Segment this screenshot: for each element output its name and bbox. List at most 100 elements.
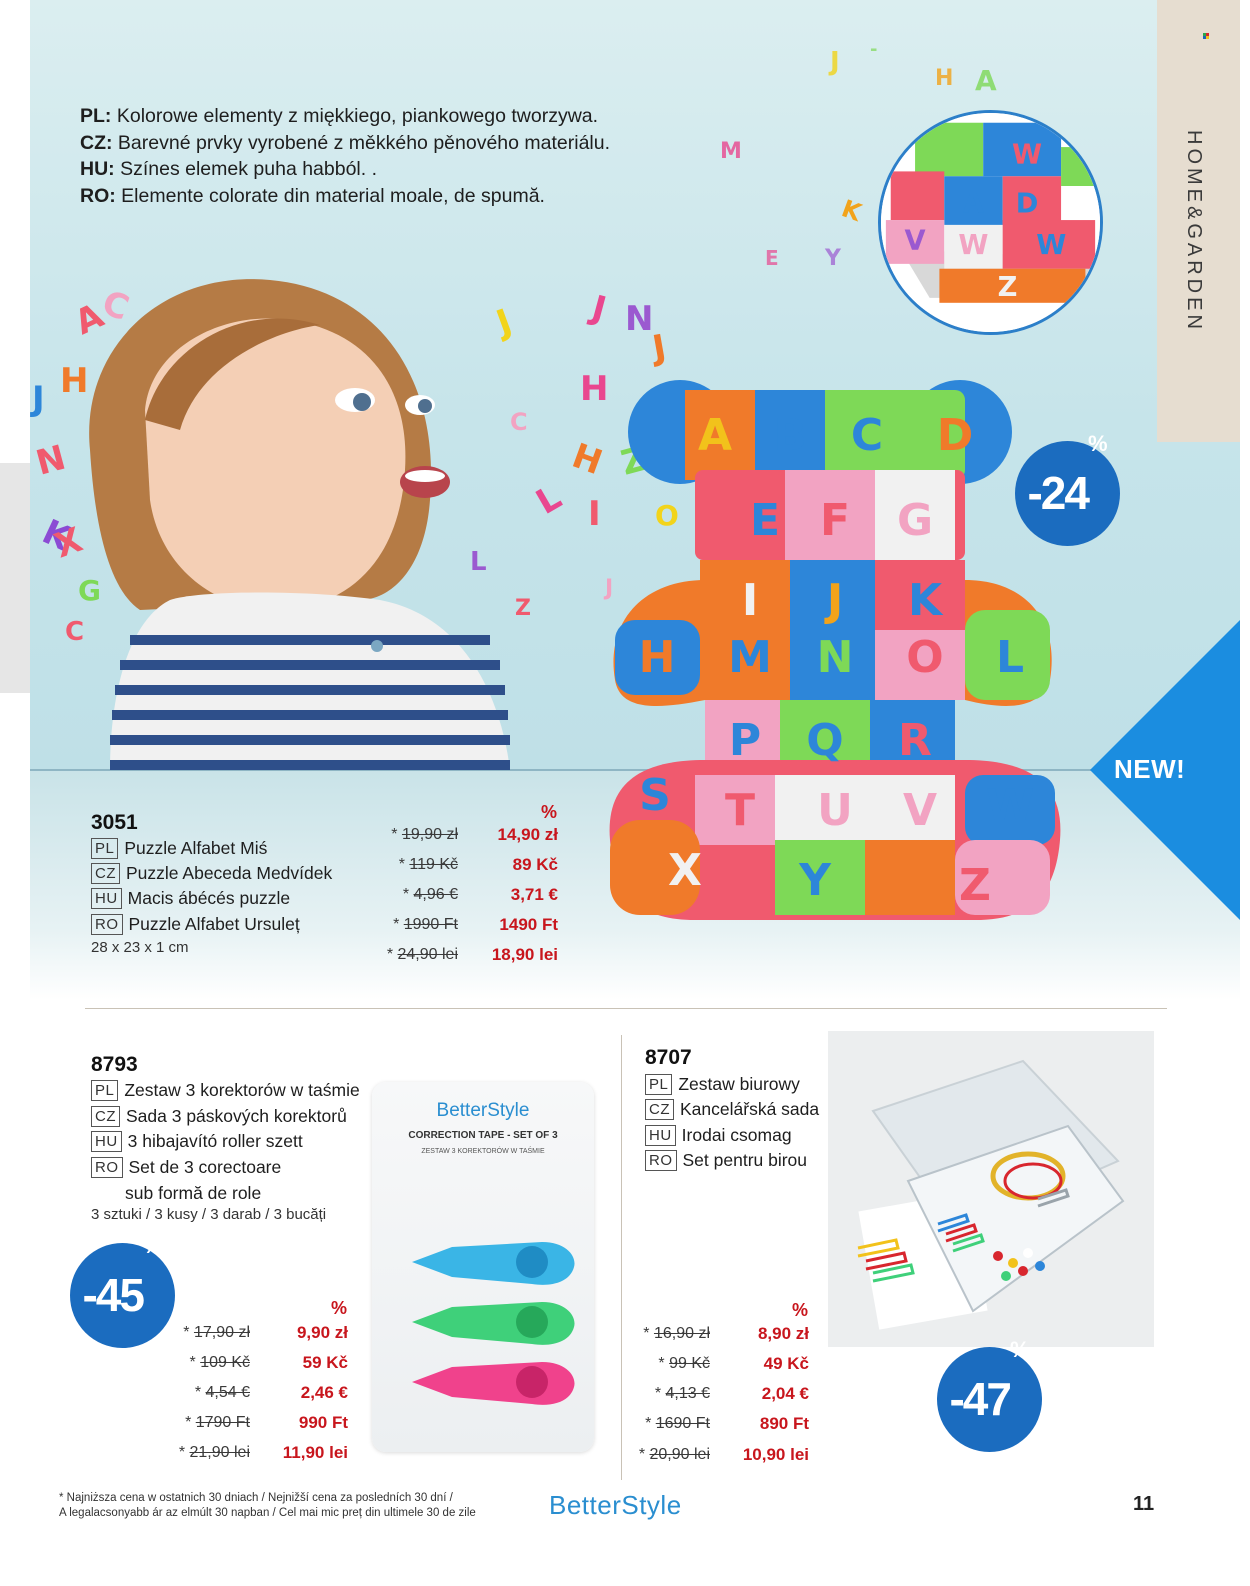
svg-text:W: W [1036,230,1066,261]
new-price: 89 Kč [512,855,558,874]
svg-text:J: J [648,327,669,369]
product-name-pl: PL Zestaw 3 korektorów w taśmie [91,1080,360,1101]
product-name-cz: CZ Kancelářská sada [645,1099,819,1120]
svg-text:D: D [1016,188,1039,219]
description-line: CZ: Barevné prvky vyrobené z měkkého pěn… [80,131,611,154]
svg-text:J: J [586,288,611,330]
old-price: * 21,90 lei [178,1444,250,1461]
corner-mark-icon [1203,33,1209,39]
old-price: * 99 Kč [658,1355,710,1372]
description-line: HU: Színes elemek puha habból. . [80,158,378,180]
product-name-hu: HU Macis ábécés puzzle [91,888,290,909]
product-code: 8707 [645,1046,692,1069]
svg-text:H: H [580,369,608,409]
svg-text:A: A [975,64,997,97]
product-code: 8793 [91,1053,138,1076]
product-name-hu: HU Irodai csomag [645,1125,792,1146]
svg-text:L: L [530,477,569,522]
svg-text:V: V [903,785,937,836]
package-subtitle: ZESTAW 3 KOREKTORÓW W TAŚMIE [421,1148,545,1155]
svg-text:J: J [603,576,613,601]
svg-text:H: H [935,66,953,91]
svg-text:W: W [1012,140,1042,171]
svg-text:F: F [820,495,850,546]
svg-text:I: I [742,575,758,626]
product-name-ro: RO Set pentru birou [645,1150,807,1171]
product-name-cz: CZ Sada 3 páskových korektorů [91,1106,347,1127]
discount-badge-24: -24% [1015,431,1120,546]
product-name-hu: HU 3 hibajavító roller szett [91,1131,303,1152]
svg-text:L: L [470,547,487,577]
svg-text:J: J [828,47,840,77]
svg-text:U: U [817,785,853,836]
discount-badge-45: -45% [70,1233,175,1348]
svg-text:Z: Z [959,860,991,911]
new-price: 2,46 € [300,1383,348,1402]
new-price: 59 Kč [302,1353,348,1372]
product-name-ro-continued: sub formă de role [125,1183,262,1203]
product-dimensions: 28 x 23 x 1 cm [91,939,189,956]
puzzle-detail-inset: W A D V W W Z [878,110,1103,335]
svg-text:J: J [30,379,45,419]
old-price: * 1790 Ft [185,1414,250,1431]
svg-text:X: X [668,845,702,896]
old-price: * 16,90 zł [643,1325,710,1342]
svg-text:Z: Z [515,596,531,621]
svg-text:Y: Y [824,246,842,271]
svg-text:J: J [824,575,843,626]
svg-text:O: O [906,632,943,683]
product-name-ro: RO Set de 3 corectoare [91,1157,281,1178]
svg-text:G: G [78,574,101,607]
left-edge-tab [0,463,30,693]
package-brand: BetterStyle [436,1100,530,1121]
new-price: 14,90 zł [497,825,559,844]
bear-puzzle-photo: A B C D E F G I J K H M N O L P Q R S T … [609,380,1061,920]
old-price: * 24,90 lei [386,946,458,963]
old-price: * 17,90 zł [183,1324,250,1341]
svg-text:R: R [898,715,932,766]
child-photo [89,279,510,770]
package-title: CORRECTION TAPE - SET OF 3 [408,1130,558,1141]
price-footnote: * Najniższa cena w ostatnich 30 dniach /… [59,1492,476,1519]
old-price: * 4,13 € [654,1385,710,1402]
new-price: 18,90 lei [491,945,558,964]
svg-text:C: C [510,408,528,436]
new-price: 9,90 zł [296,1323,348,1342]
svg-text:N: N [817,632,854,683]
svg-text:P: P [729,715,761,766]
percent-header: % [331,1298,348,1318]
svg-text:S: S [639,770,671,821]
product-name-pl: PL Zestaw biurowy [645,1074,800,1095]
svg-text:E: E [765,246,779,270]
svg-text:H: H [567,436,607,483]
new-price: 3,71 € [510,885,558,904]
svg-text:W: W [958,230,988,261]
svg-text:H: H [639,632,676,683]
svg-text:M: M [720,139,742,164]
office-set-photo [828,1031,1154,1347]
side-category-tab [1157,0,1240,442]
percent-header: % [541,802,558,822]
old-price: * 109 Kč [189,1354,250,1371]
svg-text:H: H [60,361,88,401]
svg-text:K: K [908,575,944,626]
old-price: * 1990 Ft [393,916,458,933]
svg-text:C: C [65,617,84,647]
new-ribbon [1090,620,1240,920]
correction-tape-package: BetterStyle CORRECTION TAPE - SET OF 3 Z… [372,1082,594,1452]
svg-text:O: O [655,499,679,532]
product-name-cz: CZ Puzzle Abeceda Medvídek [91,863,332,884]
old-price: * 4,96 € [402,886,458,903]
section-divider [85,1008,1167,1009]
svg-text:M: M [728,632,772,683]
svg-text:I: I [588,494,601,534]
product-quantity: 3 sztuki / 3 kusy / 3 darab / 3 bucăți [91,1206,327,1223]
product-description: PL: Kolorowe elementy z miękkiego, piank… [80,103,610,209]
floating-letters-decoration: A C H J N U K X G C J J N J H C D H Z C … [30,39,997,647]
page-number: 11 [1133,1493,1155,1515]
new-price: 1490 Ft [499,915,558,934]
tape-dispensers-image [412,1242,575,1405]
description-line: PL: Kolorowe elementy z miękkiego, piank… [80,105,599,127]
new-price: 11,90 lei [282,1443,348,1462]
svg-text:T: T [725,785,755,836]
